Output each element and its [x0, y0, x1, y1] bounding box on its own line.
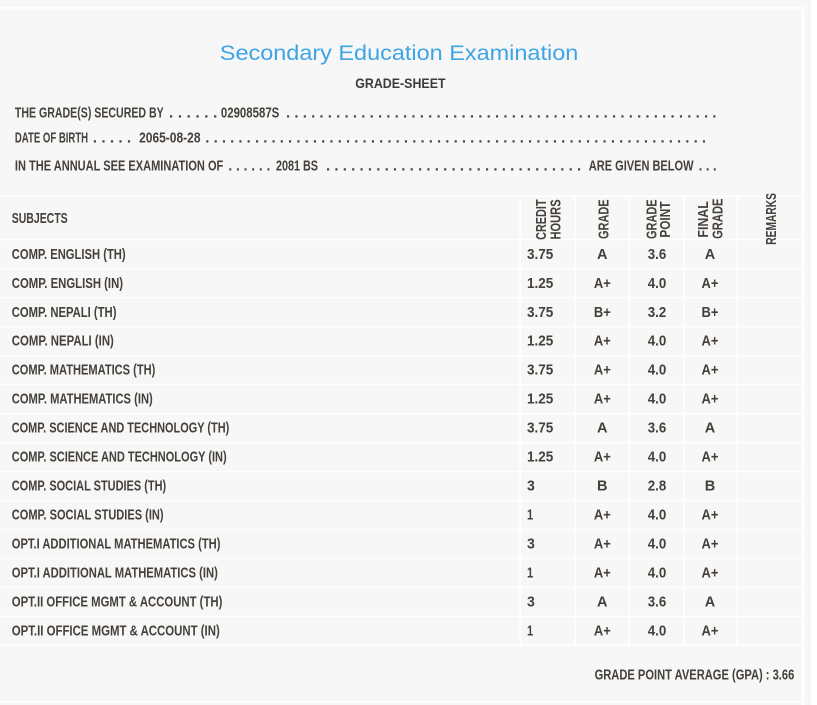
svg-text:3.75: 3.75	[527, 246, 553, 263]
svg-text:3: 3	[527, 478, 535, 495]
svg-text:4.0: 4.0	[648, 333, 667, 350]
svg-text:POINT: POINT	[657, 202, 674, 238]
svg-text:A+: A+	[702, 507, 719, 524]
svg-text:B+: B+	[702, 304, 719, 321]
svg-text:4.0: 4.0	[648, 536, 667, 553]
svg-text:3.75: 3.75	[527, 304, 553, 321]
svg-text:REMARKS: REMARKS	[763, 193, 780, 245]
svg-text:A+: A+	[594, 623, 611, 640]
svg-text:. . . . . . . . . . . . . . .: . . . . . . . . . . . . . . . . . . . . …	[326, 158, 581, 175]
svg-text:2.8: 2.8	[648, 478, 667, 495]
svg-text:. . . . . . . . . . . . . . .: . . . . . . . . . . . . . . . . . . . . …	[205, 130, 706, 147]
svg-text:GRADE: GRADE	[643, 199, 660, 239]
svg-text:1: 1	[527, 507, 533, 524]
svg-text:COMP. SOCIAL STUDIES (IN): COMP. SOCIAL STUDIES (IN)	[12, 507, 164, 524]
svg-text:CREDIT: CREDIT	[533, 199, 550, 240]
svg-text:A+: A+	[702, 275, 719, 292]
svg-text:A+: A+	[702, 391, 719, 408]
svg-text:. . . . . . . . . . . . . . .: . . . . . . . . . . . . . . . . . . . . …	[286, 104, 717, 121]
svg-text:A+: A+	[594, 275, 611, 292]
svg-text:1.25: 1.25	[527, 449, 553, 466]
svg-text:1.25: 1.25	[527, 275, 553, 292]
svg-text:A+: A+	[594, 333, 611, 350]
svg-text:HOURS: HOURS	[547, 199, 564, 239]
svg-text:A: A	[597, 594, 608, 611]
svg-text:COMP. NEPALI (TH): COMP. NEPALI (TH)	[12, 304, 117, 321]
svg-text:4.0: 4.0	[648, 449, 667, 466]
svg-text:A+: A+	[594, 391, 611, 408]
svg-text:A+: A+	[702, 565, 719, 582]
svg-text:GRADE: GRADE	[595, 199, 612, 239]
svg-text:1.25: 1.25	[527, 333, 553, 350]
svg-text:GRADE-SHEET: GRADE-SHEET	[355, 75, 446, 91]
svg-text:A+: A+	[594, 536, 611, 553]
svg-text:COMP. SCIENCE AND TECHNOLOGY (: COMP. SCIENCE AND TECHNOLOGY (IN)	[12, 449, 227, 466]
svg-text:3.6: 3.6	[648, 420, 667, 437]
svg-text:A: A	[597, 246, 608, 263]
svg-text:A+: A+	[702, 362, 719, 379]
svg-text:COMP. MATHEMATICS (IN): COMP. MATHEMATICS (IN)	[12, 391, 153, 408]
svg-text:A: A	[597, 420, 608, 437]
svg-text:4.0: 4.0	[648, 623, 667, 640]
svg-text:. . . . . .: . . . . . .	[228, 158, 270, 175]
svg-text:A+: A+	[594, 507, 611, 524]
svg-text:IN THE ANNUAL SEE EXAMINATION: IN THE ANNUAL SEE EXAMINATION OF	[15, 158, 223, 175]
svg-text:3: 3	[527, 594, 535, 611]
svg-text:1: 1	[527, 623, 533, 640]
svg-text:. . . . . .: . . . . . .	[169, 104, 218, 121]
svg-text:2065-08-28: 2065-08-28	[139, 130, 200, 147]
svg-text:DATE OF BIRTH: DATE OF BIRTH	[15, 130, 88, 147]
svg-text:3.6: 3.6	[648, 594, 667, 611]
svg-text:OPT.I ADDITIONAL MATHEMATICS (: OPT.I ADDITIONAL MATHEMATICS (IN)	[12, 565, 218, 582]
svg-text:3.75: 3.75	[527, 362, 553, 379]
svg-text:A+: A+	[594, 565, 611, 582]
svg-text:A+: A+	[594, 362, 611, 379]
svg-text:COMP. ENGLISH (IN): COMP. ENGLISH (IN)	[12, 275, 123, 292]
svg-text:4.0: 4.0	[648, 275, 667, 292]
svg-text:4.0: 4.0	[648, 362, 667, 379]
svg-text:B: B	[705, 478, 716, 495]
svg-text:3.2: 3.2	[648, 304, 667, 321]
svg-text:COMP. NEPALI (IN): COMP. NEPALI (IN)	[12, 333, 114, 350]
svg-text:1.25: 1.25	[527, 391, 553, 408]
svg-text:GRADE: GRADE	[709, 198, 726, 238]
svg-text:COMP. SOCIAL STUDIES (TH): COMP. SOCIAL STUDIES (TH)	[12, 478, 166, 495]
svg-text:THE GRADE(S) SECURED BY: THE GRADE(S) SECURED BY	[15, 104, 164, 121]
svg-text:GRADE POINT AVERAGE (GPA) : 3.: GRADE POINT AVERAGE (GPA) : 3.66	[595, 667, 795, 684]
svg-text:COMP. MATHEMATICS (TH): COMP. MATHEMATICS (TH)	[12, 362, 156, 379]
svg-text:A+: A+	[702, 449, 719, 466]
svg-text:A+: A+	[702, 333, 719, 350]
svg-text:3.75: 3.75	[527, 420, 553, 437]
svg-text:A+: A+	[702, 623, 719, 640]
svg-text:A: A	[705, 420, 716, 437]
svg-text:SUBJECTS: SUBJECTS	[12, 210, 68, 227]
svg-text:A: A	[705, 594, 716, 611]
svg-text:B+: B+	[594, 304, 611, 321]
svg-text:4.0: 4.0	[648, 565, 667, 582]
svg-text:3: 3	[527, 536, 535, 553]
svg-text:2081 BS: 2081 BS	[276, 158, 318, 175]
svg-text:COMP. SCIENCE AND TECHNOLOGY (: COMP. SCIENCE AND TECHNOLOGY (TH)	[12, 420, 230, 437]
svg-text:A+: A+	[702, 536, 719, 553]
svg-text:COMP. ENGLISH (TH): COMP. ENGLISH (TH)	[12, 246, 126, 263]
svg-text:B: B	[597, 478, 608, 495]
svg-text:Secondary Education Examinatio: Secondary Education Examination	[220, 41, 579, 65]
svg-text:A: A	[705, 246, 716, 263]
svg-text:OPT.I ADDITIONAL MATHEMATICS (: OPT.I ADDITIONAL MATHEMATICS (TH)	[12, 536, 221, 553]
svg-text:ARE GIVEN BELOW: ARE GIVEN BELOW	[589, 158, 694, 175]
svg-text:4.0: 4.0	[648, 391, 667, 408]
svg-text:OPT.II OFFICE MGMT & ACCOUNT (: OPT.II OFFICE MGMT & ACCOUNT (IN)	[12, 623, 220, 640]
svg-text:3.6: 3.6	[648, 246, 667, 263]
svg-text:1: 1	[527, 565, 533, 582]
svg-text:OPT.II OFFICE MGMT & ACCOUNT (: OPT.II OFFICE MGMT & ACCOUNT (TH)	[12, 594, 223, 611]
svg-text:FINAL: FINAL	[695, 201, 712, 237]
svg-text:. . . . .: . . . . .	[93, 130, 131, 147]
svg-text:A+: A+	[594, 449, 611, 466]
svg-text:02908587S: 02908587S	[221, 104, 279, 121]
svg-text:4.0: 4.0	[648, 507, 667, 524]
svg-text:. . .: . . .	[699, 158, 717, 175]
